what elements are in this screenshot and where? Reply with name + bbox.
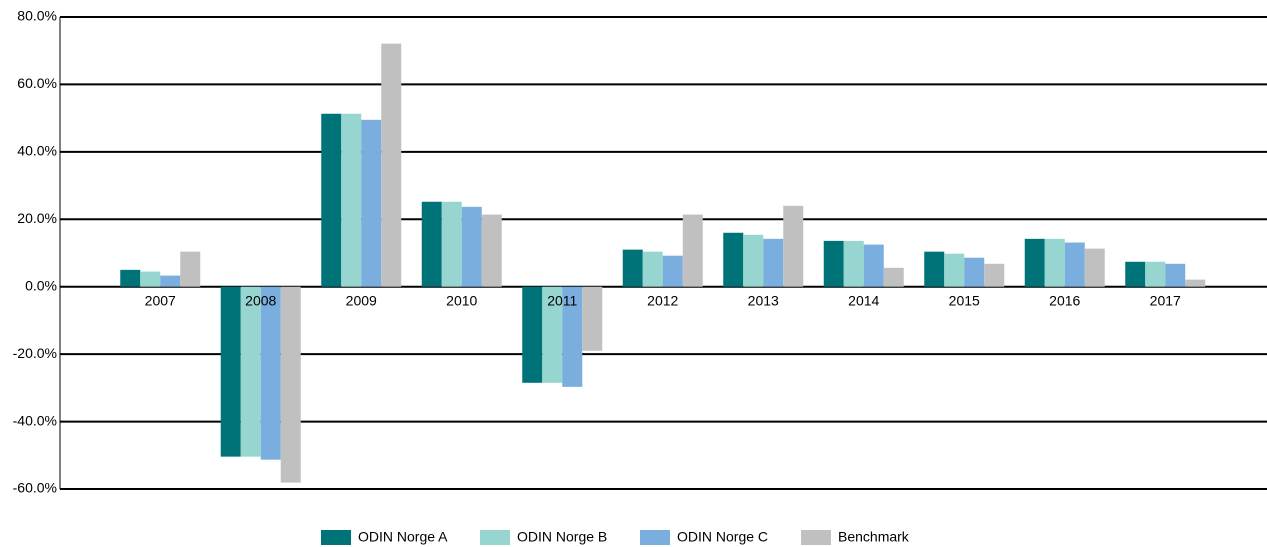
bar — [120, 269, 141, 287]
bar — [944, 253, 965, 287]
bar — [542, 286, 563, 383]
bar — [723, 232, 744, 287]
y-tick-label: -60.0% — [13, 480, 57, 496]
bar — [1145, 261, 1166, 287]
bar — [1024, 238, 1045, 287]
x-tick-label: 2017 — [1150, 292, 1181, 308]
legend-label: ODIN Norge C — [677, 529, 768, 545]
legend-swatch — [321, 530, 351, 545]
bar — [863, 244, 884, 287]
bar — [220, 286, 241, 457]
y-tick-label: 0.0% — [25, 277, 57, 293]
bar — [823, 240, 844, 287]
bar — [160, 275, 181, 287]
x-tick-label: 2008 — [245, 292, 276, 308]
bar — [984, 263, 1005, 287]
y-tick-label: -40.0% — [13, 412, 57, 428]
bar — [562, 286, 583, 387]
bar — [140, 271, 161, 287]
bar — [582, 286, 603, 351]
x-tick-label: 2016 — [1049, 292, 1080, 308]
bar — [1165, 263, 1186, 287]
bar — [883, 267, 904, 287]
x-tick-label: 2011 — [547, 292, 577, 308]
legend-label: Benchmark — [838, 529, 910, 545]
y-tick-label: 60.0% — [17, 75, 57, 91]
bar — [743, 234, 764, 287]
bar — [662, 255, 683, 287]
x-tick-label: 2013 — [748, 292, 779, 308]
y-tick-label: -20.0% — [13, 345, 57, 361]
bar — [321, 113, 342, 287]
legend-swatch — [480, 530, 510, 545]
x-tick-label: 2014 — [848, 292, 879, 308]
bar — [461, 206, 482, 287]
bar — [1084, 248, 1105, 287]
x-tick-label: 2009 — [346, 292, 377, 308]
bar — [642, 251, 663, 287]
legend-label: ODIN Norge A — [358, 529, 448, 545]
bar — [361, 119, 382, 287]
bar — [1125, 261, 1146, 287]
legend-swatch — [801, 530, 831, 545]
x-tick-label: 2015 — [949, 292, 980, 308]
bar — [682, 214, 703, 287]
bar — [622, 249, 643, 287]
bar — [1044, 238, 1065, 287]
bar — [763, 238, 784, 287]
legend-swatch — [640, 530, 670, 545]
bar — [441, 201, 462, 287]
bar — [964, 257, 985, 287]
y-tick-label: 20.0% — [17, 210, 57, 226]
bar — [783, 205, 804, 287]
x-tick-label: 2012 — [647, 292, 678, 308]
bar — [341, 113, 362, 287]
bar — [240, 286, 261, 457]
x-tick-label: 2010 — [446, 292, 477, 308]
bar — [481, 214, 502, 287]
bar — [924, 251, 945, 287]
bar — [260, 286, 281, 460]
bar — [522, 286, 543, 383]
bar — [1185, 279, 1206, 287]
bar — [1064, 242, 1085, 287]
bar — [421, 201, 442, 287]
y-tick-label: 40.0% — [17, 143, 57, 159]
bar — [280, 286, 301, 483]
legend-label: ODIN Norge B — [517, 529, 607, 545]
bar — [843, 240, 864, 287]
bar — [180, 251, 201, 287]
x-tick-label: 2007 — [145, 292, 176, 308]
bar — [381, 43, 402, 287]
y-tick-label: 80.0% — [17, 8, 57, 24]
